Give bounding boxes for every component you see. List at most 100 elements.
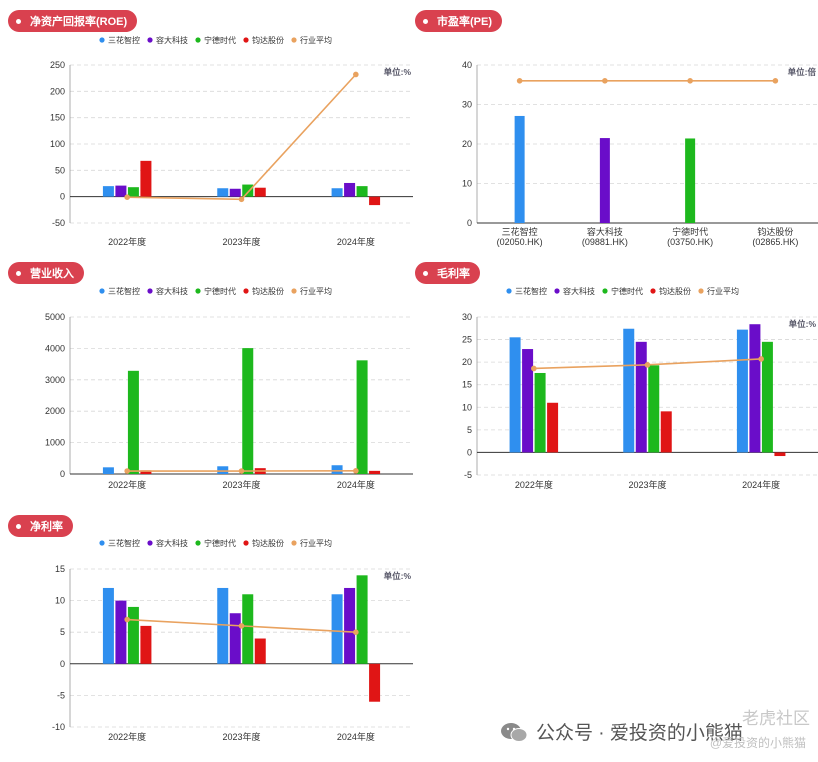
- y-tick-label: 200: [50, 86, 65, 96]
- bar: [514, 115, 525, 223]
- bar: [127, 370, 139, 474]
- bar: [254, 187, 266, 197]
- legend-label: 钧达股份: [252, 538, 284, 548]
- bar: [623, 328, 635, 453]
- footer: 公众号 · 爱投资的小熊猫 老虎社区 @爱投资的小熊猫: [500, 709, 816, 752]
- y-tick-label: 2000: [45, 406, 65, 416]
- legend-label: 三花智控: [515, 286, 547, 296]
- y-tick-label: 50: [55, 165, 65, 175]
- avg-point: [772, 78, 779, 84]
- bar: [356, 186, 368, 197]
- legend-label: 行业平均: [300, 35, 332, 45]
- bar: [648, 365, 660, 453]
- y-tick-label: 100: [50, 139, 65, 149]
- legend-marker: [554, 288, 560, 294]
- y-tick-label: 30: [462, 100, 472, 110]
- legend-marker: [147, 540, 153, 546]
- bar: [369, 663, 381, 702]
- legend-marker: [602, 288, 608, 294]
- bar: [331, 465, 343, 474]
- x-tick-label: 2024年度: [337, 479, 375, 490]
- legend-label: 三花智控: [108, 286, 140, 296]
- revenue-title: 营业收入: [30, 268, 74, 280]
- avg-point: [353, 71, 359, 78]
- avg-point: [516, 78, 523, 84]
- avg-point: [353, 629, 359, 635]
- bar: [115, 185, 127, 197]
- x-tick-label: 2023年度: [628, 479, 666, 490]
- legend-marker: [147, 288, 153, 294]
- bar: [660, 411, 672, 453]
- legend-marker: [195, 288, 201, 294]
- footer-brand: 公众号 · 爱投资的小熊猫: [500, 718, 743, 745]
- legend-label: 容大科技: [563, 286, 595, 296]
- bar: [547, 402, 559, 453]
- y-tick-label: 40: [462, 60, 472, 70]
- unit-label: 单位:%: [384, 571, 412, 581]
- bar: [217, 466, 229, 474]
- legend-label: 宁德时代: [204, 286, 236, 296]
- bar: [102, 587, 114, 664]
- y-tick-label: 0: [467, 218, 472, 228]
- pe-panel: 市盈率(PE) 0 10 20 30 40 单位:倍 三花智控 (02050.HK) 容大科技(…: [415, 10, 818, 250]
- revenue-title-badge: 营业收入: [8, 262, 84, 284]
- legend-label: 宁德时代: [204, 538, 236, 548]
- legend-marker: [243, 540, 249, 546]
- x-tick-label: 宁德时代: [672, 226, 708, 237]
- bar: [140, 625, 152, 664]
- footer-brand-text: 公众号 · 爱投资的小熊猫: [536, 723, 743, 744]
- avg-point: [602, 78, 608, 84]
- net-title-badge: 净利率: [8, 515, 73, 537]
- unit-label: 单位:倍: [788, 67, 817, 77]
- legend-label: 行业平均: [300, 538, 332, 548]
- bar: [356, 360, 368, 474]
- y-tick-label: 10: [462, 402, 472, 412]
- y-tick-label: -5: [57, 690, 65, 700]
- bar: [242, 348, 254, 474]
- bar: [102, 186, 114, 197]
- legend-label: 三花智控: [108, 538, 140, 548]
- bar: [242, 594, 254, 664]
- legend-label: 钧达股份: [659, 286, 691, 296]
- bar: [127, 606, 139, 664]
- gross-panel: 毛利率 三花智控 容大科技 宁德时代 钧达股份 行业平均 -5 0 5 10 15 20 25 30 单位…: [415, 262, 818, 502]
- legend-label: 容大科技: [156, 538, 188, 548]
- y-tick-label: 0: [467, 447, 472, 457]
- avg-point: [238, 468, 245, 474]
- legend-label: 宁德时代: [611, 286, 643, 296]
- y-tick-label: 25: [462, 335, 472, 345]
- bar: [599, 138, 610, 223]
- bar: [736, 329, 748, 453]
- roe-chart: 三花智控 容大科技 宁德时代 钧达股份 行业平均 -50 0 50 100 150 200 250 单位…: [50, 35, 413, 247]
- legend-marker: [506, 288, 512, 294]
- bar: [331, 594, 343, 664]
- legend-marker: [195, 540, 201, 546]
- x-tick-label: 三花智控: [502, 226, 538, 237]
- legend-marker: [291, 37, 297, 43]
- bar: [369, 470, 381, 474]
- legend-label: 宁德时代: [204, 35, 236, 45]
- watermark-sub: @爱投资的小熊猫: [709, 736, 806, 750]
- legend-label: 钧达股份: [252, 35, 284, 45]
- legend-label: 行业平均: [300, 286, 332, 296]
- net-chart: 三花智控 容大科技 宁德时代 钧达股份 行业平均 -10 -5 0 5 10 15 单位:% 2022年…: [52, 538, 413, 742]
- bar: [356, 575, 368, 664]
- x-tick-label: 2022年度: [108, 479, 146, 490]
- legend-label: 三花智控: [108, 35, 140, 45]
- bar: [217, 587, 229, 664]
- x-tick-label: (02865.HK): [752, 237, 798, 247]
- x-tick-label: 容大科技: [587, 226, 623, 237]
- gross-title: 毛利率: [437, 268, 470, 280]
- y-tick-label: 30: [462, 312, 472, 322]
- bar: [522, 349, 534, 453]
- legend-marker: [243, 288, 249, 294]
- y-tick-label: 0: [60, 659, 65, 669]
- legend-label: 行业平均: [707, 286, 739, 296]
- avg-point: [238, 623, 245, 629]
- bar: [102, 467, 114, 474]
- gross-chart: 三花智控 容大科技 宁德时代 钧达股份 行业平均 -5 0 5 10 15 20 25 30 单位:% 20…: [462, 286, 818, 490]
- revenue-chart: 三花智控 容大科技 宁德时代 钧达股份 行业平均 0 1000 2000 3000 4000 500…: [45, 286, 413, 490]
- bar: [761, 341, 773, 453]
- bar: [229, 613, 241, 664]
- pe-title: 市盈率(PE): [437, 16, 492, 28]
